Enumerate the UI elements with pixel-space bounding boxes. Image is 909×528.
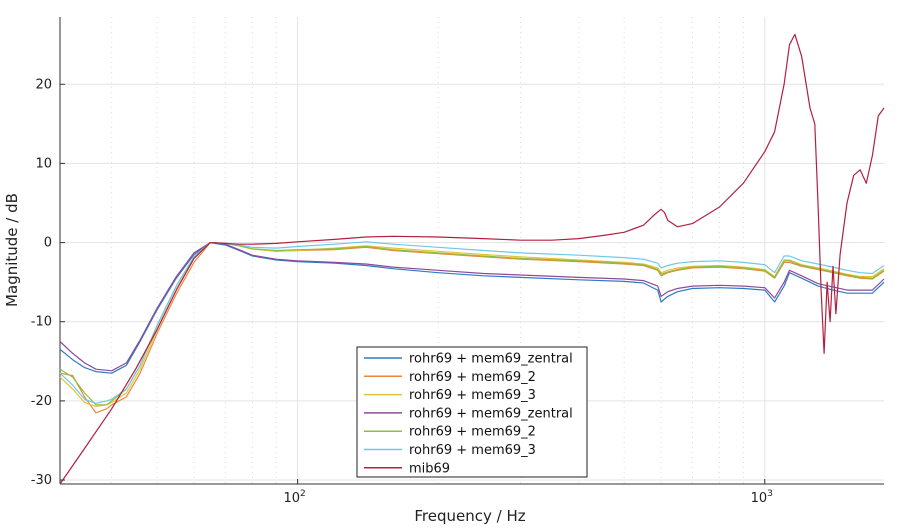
legend-box: [356, 346, 588, 478]
series-layer: [59, 33, 885, 485]
plot-frame: [59, 17, 884, 485]
y-tick-label: -20: [31, 394, 52, 409]
legend-label: rohr69 + mem69_2: [409, 370, 536, 385]
y-tick-label: -10: [31, 315, 52, 330]
series-line: [59, 242, 885, 374]
grid: [60, 17, 884, 484]
series-line: [59, 242, 885, 372]
series-line: [59, 242, 885, 414]
y-axis-title: Magnitude / dB: [3, 193, 21, 307]
legend-label: mib69: [409, 461, 450, 476]
x-tick-label: 103: [751, 489, 773, 506]
y-tick-label: -30: [31, 473, 52, 488]
legend-label: rohr69 + mem69_3: [409, 388, 536, 403]
series-line: [59, 241, 885, 404]
legend-label: rohr69 + mem69_zentral: [409, 352, 573, 367]
y-tick-label: 20: [35, 77, 52, 92]
tick-labels: 102 103 20 10 0 -10 -20 -30: [31, 77, 773, 506]
y-tick-label: 0: [44, 236, 52, 251]
y-tick-label: 10: [35, 156, 52, 171]
x-tick-label: 102: [283, 489, 305, 506]
legend-label: rohr69 + mem69_2: [409, 425, 536, 440]
series-line: [59, 242, 885, 407]
series-line: [59, 33, 885, 485]
x-axis-title: Frequency / Hz: [414, 507, 525, 525]
legend-label: rohr69 + mem69_3: [409, 443, 536, 458]
legend-label: rohr69 + mem69_zentral: [409, 406, 573, 421]
